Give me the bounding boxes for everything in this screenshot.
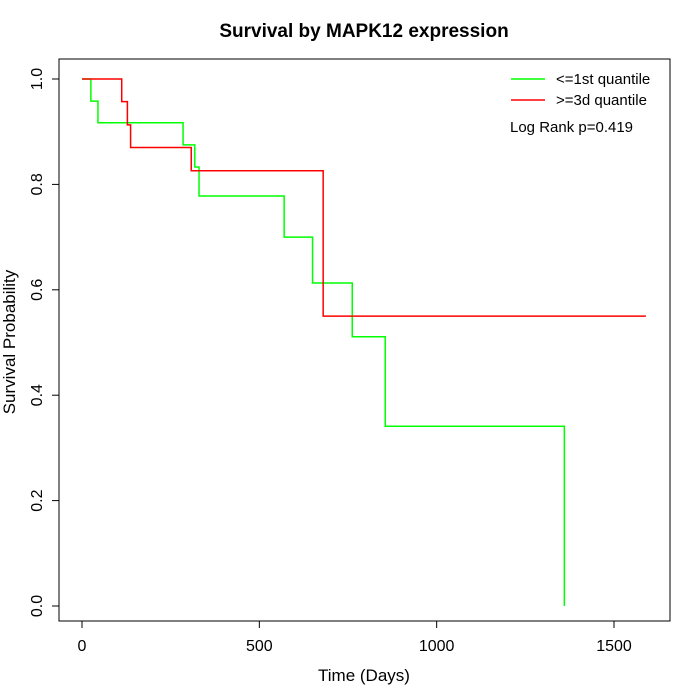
- legend-label: <=1st quantile: [556, 71, 650, 88]
- y-tick-label: 0.6: [29, 279, 46, 301]
- y-axis-label: Survival Probability: [0, 269, 19, 414]
- series-line-0: [82, 78, 566, 606]
- y-tick-label: 0.8: [29, 173, 46, 195]
- y-tick-label: 0.2: [29, 489, 46, 511]
- y-axis: 0.0 0.2 0.4 0.6 0.8 1.0: [29, 68, 60, 617]
- y-tick-label: 1.0: [29, 68, 46, 90]
- log-rank-annotation: Log Rank p=0.419: [510, 119, 633, 136]
- x-tick-label: 1500: [596, 638, 632, 655]
- y-tick-label: 0.4: [29, 384, 46, 406]
- legend-label: >=3d quantile: [556, 92, 647, 109]
- chart-title: Survival by MAPK12 expression: [219, 21, 508, 42]
- y-tick-label: 0.0: [29, 595, 46, 617]
- series-layer: [82, 78, 646, 606]
- x-axis: 0 500 1000 1500: [78, 620, 632, 655]
- plot-frame: [58, 58, 671, 622]
- legend: <=1st quantile >=3d quantile: [511, 71, 650, 109]
- x-tick-label: 0: [78, 638, 87, 655]
- x-tick-label: 500: [246, 638, 273, 655]
- series-line-1: [82, 78, 646, 317]
- x-tick-label: 1000: [419, 638, 455, 655]
- x-axis-label: Time (Days): [318, 666, 410, 685]
